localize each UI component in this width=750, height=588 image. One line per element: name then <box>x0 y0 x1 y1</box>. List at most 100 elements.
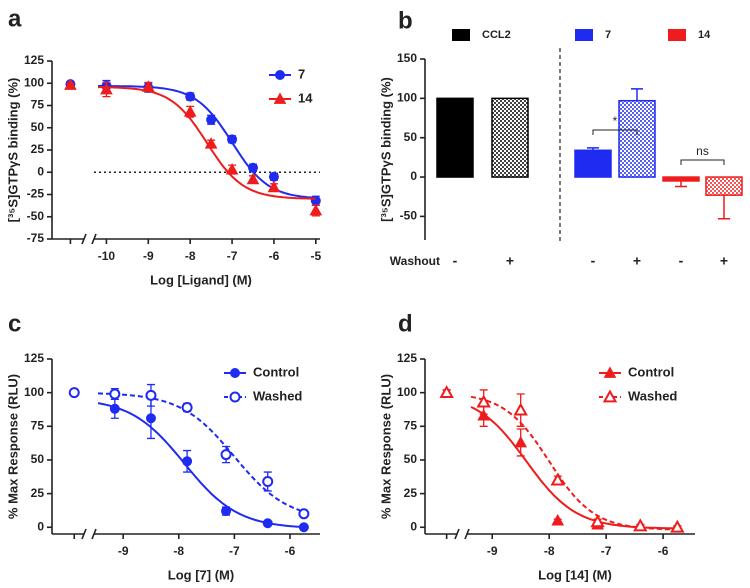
marker <box>204 137 218 149</box>
y-tick-label: 100 <box>397 385 417 399</box>
y-tick-label: 100 <box>397 91 417 105</box>
x-tick-label: -8 <box>173 544 184 558</box>
marker <box>262 518 273 529</box>
legend-swatch <box>668 29 686 41</box>
legend-marker <box>229 391 241 403</box>
marker <box>141 80 155 92</box>
y-axis-label: [³⁵S]GTPγS binding (%) <box>378 77 393 222</box>
legend-swatch <box>575 29 593 41</box>
x-axis-break <box>454 528 460 540</box>
x-tick-label: -7 <box>229 544 240 558</box>
x-tick-label: -7 <box>601 544 612 558</box>
marker <box>221 506 232 517</box>
marker <box>477 409 491 421</box>
y-tick-label: 25 <box>404 486 418 500</box>
x-tick-label: -5 <box>310 249 321 263</box>
marker <box>100 82 113 95</box>
legend-label: Control <box>628 364 674 379</box>
y-tick-label: 75 <box>31 98 45 112</box>
marker <box>633 518 648 532</box>
marker <box>183 105 197 117</box>
marker <box>181 401 193 413</box>
x-axis-break <box>464 528 470 540</box>
marker <box>206 114 217 125</box>
y-tick-label: 50 <box>31 120 45 134</box>
marker <box>145 389 157 401</box>
marker <box>64 78 77 90</box>
y-tick-label: -50 <box>400 209 418 223</box>
x-tick-label: -9 <box>143 249 154 263</box>
legend-label: Washed <box>253 388 302 403</box>
panel-label: b <box>398 7 413 34</box>
panel-label: a <box>8 5 22 32</box>
bar <box>436 97 474 178</box>
x-tick-label: -8 <box>185 249 196 263</box>
y-axis-label: [³⁵S]GTPγS binding (%) <box>5 78 20 223</box>
y-tick-label: 125 <box>397 351 417 365</box>
marker <box>513 402 528 416</box>
x-axis-break <box>91 233 97 245</box>
x-tick-label: -6 <box>269 249 280 263</box>
y-tick-label: -25 <box>27 187 45 201</box>
fit-curve <box>470 395 678 531</box>
y-tick-label: 125 <box>24 53 44 67</box>
marker <box>248 162 258 173</box>
marker <box>68 387 80 399</box>
annotation: ns <box>696 144 709 158</box>
x-axis-label: Log [7] (M) <box>168 567 234 582</box>
x-axis-break <box>91 528 97 540</box>
y-tick-label: 50 <box>31 452 45 466</box>
legend-marker <box>230 368 240 378</box>
legend-label: 7 <box>605 29 611 41</box>
legend-marker <box>602 389 618 403</box>
panel-label: c <box>8 310 21 337</box>
x-tick-label: + <box>720 253 728 269</box>
legend-label: Control <box>253 364 299 379</box>
y-tick-label: 125 <box>24 351 44 365</box>
marker <box>551 514 565 526</box>
error-bar <box>631 88 643 101</box>
legend-label: 7 <box>298 66 305 81</box>
x-tick-label: + <box>506 253 514 269</box>
marker <box>145 413 156 424</box>
x-tick-label: -6 <box>658 544 669 558</box>
marker <box>220 449 232 461</box>
marker <box>185 91 196 102</box>
legend-label: Washed <box>628 388 677 403</box>
y-tick-label: 100 <box>24 385 44 399</box>
x-tick-label: - <box>453 253 458 269</box>
marker <box>476 394 491 408</box>
y-tick-label: 0 <box>410 169 417 183</box>
x-tick-label: -6 <box>285 544 296 558</box>
bar <box>705 176 743 196</box>
legend-swatch <box>452 29 470 41</box>
marker <box>309 203 323 216</box>
y-tick-label: 0 <box>410 519 417 533</box>
bar <box>574 149 612 178</box>
bar <box>618 99 656 178</box>
bracket <box>592 129 638 135</box>
marker <box>514 435 528 448</box>
marker <box>310 195 321 206</box>
x-tick-label: -9 <box>487 544 498 558</box>
y-tick-label: 0 <box>37 164 44 178</box>
y-tick-label: -50 <box>27 209 45 223</box>
y-tick-label: 25 <box>31 486 45 500</box>
bar <box>491 97 529 178</box>
x-tick-label: -7 <box>227 249 238 263</box>
error-bar <box>718 195 730 220</box>
marker <box>550 472 565 486</box>
marker <box>298 508 310 520</box>
x-tick-label: - <box>591 253 596 269</box>
legend-label: CCL2 <box>482 29 511 41</box>
y-tick-label: 50 <box>404 130 418 144</box>
error-bar <box>675 180 687 188</box>
x-axis-break <box>81 233 87 245</box>
marker <box>246 172 260 185</box>
annotation: * <box>613 114 618 128</box>
y-tick-label: 50 <box>404 452 418 466</box>
marker <box>439 385 454 399</box>
panel-label: d <box>398 310 413 337</box>
marker <box>109 403 120 414</box>
